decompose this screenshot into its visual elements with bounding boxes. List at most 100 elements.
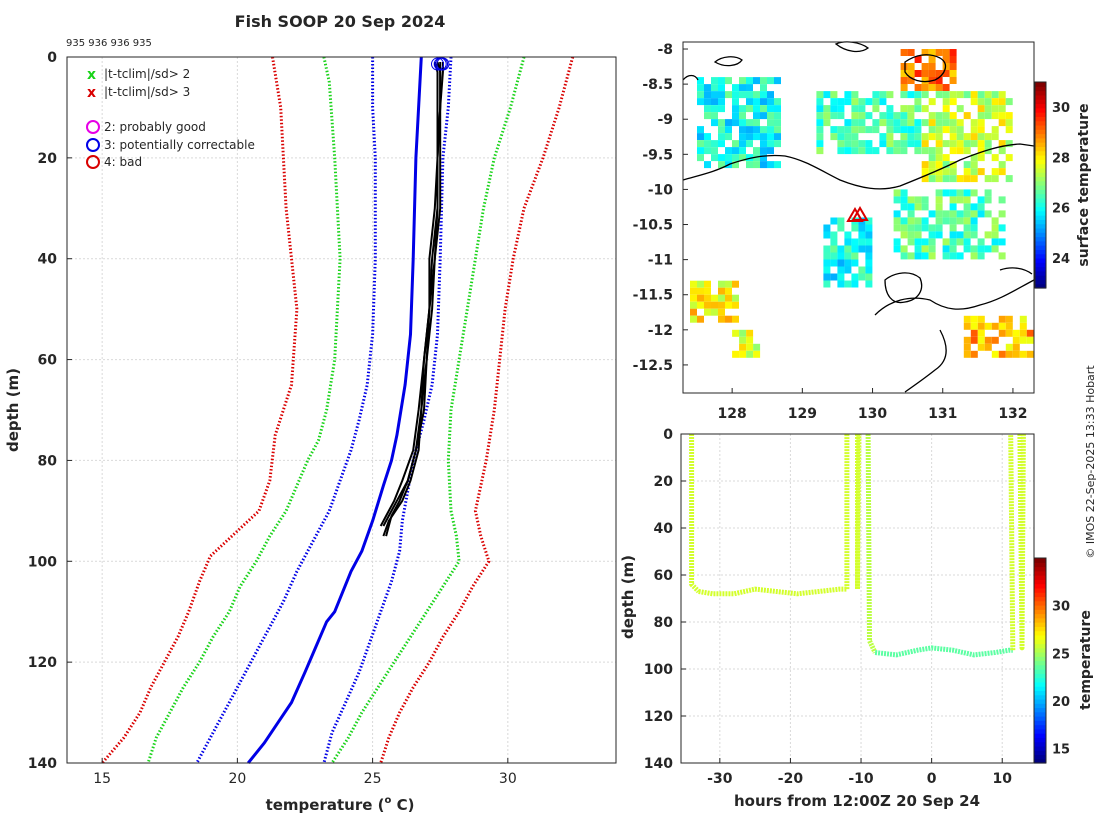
sst-cell xyxy=(963,112,971,120)
sst-cell xyxy=(893,126,901,134)
sst-cell xyxy=(914,133,922,141)
sst-cell xyxy=(760,140,767,148)
sst-cell xyxy=(732,294,739,302)
sst-cell xyxy=(914,217,922,225)
sst-cell xyxy=(858,98,866,106)
y-tick-label: 120 xyxy=(28,655,57,671)
colorbar-segment xyxy=(1035,146,1046,152)
sst-cell xyxy=(732,280,739,288)
sst-cell xyxy=(725,126,732,134)
profile-panel: Fish SOOP 20 Sep 2024 935 936 936 935 15… xyxy=(4,12,617,814)
sst-cell xyxy=(970,98,978,106)
sst-cell xyxy=(893,112,901,120)
sst-cell xyxy=(949,112,957,120)
sst-cell xyxy=(907,133,915,141)
td-colorbar-segment xyxy=(1034,724,1046,730)
sst-cell xyxy=(942,84,950,91)
profile-line xyxy=(379,61,439,527)
sst-cell xyxy=(886,147,894,155)
sst-cell xyxy=(697,147,704,155)
colorbar-segment xyxy=(1035,172,1046,178)
coastline-arnhem xyxy=(874,279,1035,393)
td-x-tick-label: -10 xyxy=(848,771,874,787)
sst-cell xyxy=(956,196,964,204)
sst-cell xyxy=(704,287,711,295)
sst-cell xyxy=(963,133,971,141)
sst-cell xyxy=(914,126,922,134)
sst-cell xyxy=(690,301,697,309)
map-x-tick-label: 129 xyxy=(788,406,817,422)
sst-cell xyxy=(970,203,978,211)
sst-cell xyxy=(886,112,894,120)
colorbar-tick-label: 24 xyxy=(1052,252,1070,267)
sst-cell xyxy=(900,231,908,239)
sst-cell xyxy=(998,252,1006,260)
sst-cell xyxy=(970,336,978,344)
sst-cell xyxy=(753,119,760,127)
sst-cell xyxy=(851,126,859,134)
sst-cell xyxy=(914,238,922,246)
sst-cell xyxy=(865,273,873,281)
x-axis: 15 20 25 30 xyxy=(93,758,517,787)
sst-cell xyxy=(907,112,915,120)
td-colorbar-segment xyxy=(1034,698,1046,704)
td-colorbar: 15 20 25 30 xyxy=(1033,557,1070,764)
sst-cell xyxy=(914,70,922,77)
sst-cell xyxy=(732,154,739,162)
sst-cell xyxy=(914,203,922,211)
td-colorbar-segment xyxy=(1034,604,1046,610)
sst-cell xyxy=(711,84,718,92)
colorbar-segment xyxy=(1035,86,1046,92)
sst-cell xyxy=(928,63,936,70)
sst-cell xyxy=(900,77,908,84)
map-x-axis: 128 129 130 131 132 xyxy=(718,388,1028,422)
colorbar-segment xyxy=(1035,232,1046,238)
sst-cell xyxy=(767,77,774,85)
sst-cell xyxy=(746,336,754,344)
sst-cell xyxy=(725,315,732,323)
sst-cell xyxy=(718,133,725,141)
sst-cell xyxy=(900,217,908,225)
sst-cell xyxy=(704,133,711,141)
sst-cell xyxy=(956,140,964,148)
td-y-tick-label: 120 xyxy=(644,709,673,725)
sst-cell xyxy=(970,245,978,253)
sst-cell xyxy=(963,245,971,253)
sst-cell xyxy=(816,126,824,134)
sst-cell xyxy=(942,168,950,176)
sst-cell xyxy=(886,133,894,141)
sst-cell xyxy=(928,56,936,63)
sst-cell xyxy=(767,126,774,134)
colorbar-segment xyxy=(1035,202,1046,208)
td-x-tick-label: -30 xyxy=(707,771,733,787)
sst-cell xyxy=(830,91,838,99)
sst-cell xyxy=(949,203,957,211)
sst-cell xyxy=(697,77,704,85)
sst-cell xyxy=(935,91,943,99)
sst-cell xyxy=(942,140,950,148)
map-y-axis: -8 -8.5 -9 -9.5 -10 -10.5 -11 -11.5 -12 -12.5 xyxy=(633,42,688,374)
sst-cell xyxy=(830,98,838,106)
sst-cell xyxy=(893,224,901,232)
sst-cell xyxy=(970,322,978,330)
sst-cell xyxy=(830,217,838,225)
sst-cell xyxy=(949,224,957,232)
sst-cell xyxy=(732,91,739,99)
sst-cell xyxy=(865,252,873,260)
legend-flag-2: 2: probably good xyxy=(104,120,206,134)
sst-cell xyxy=(711,98,718,106)
colorbar-segment xyxy=(1035,283,1046,289)
sst-cell xyxy=(914,91,922,99)
sst-cell xyxy=(739,140,746,148)
sst-cell xyxy=(704,161,711,169)
sst-cell xyxy=(970,161,978,169)
td-track xyxy=(1008,433,1016,651)
sst-cell xyxy=(949,77,957,84)
sst-cell xyxy=(746,84,753,92)
sst-cell xyxy=(704,280,711,288)
sst-cell xyxy=(977,196,985,204)
sst-cell xyxy=(928,168,936,176)
sst-cell xyxy=(984,105,992,113)
sst-cell xyxy=(1005,175,1013,183)
sst-cell xyxy=(711,119,718,127)
